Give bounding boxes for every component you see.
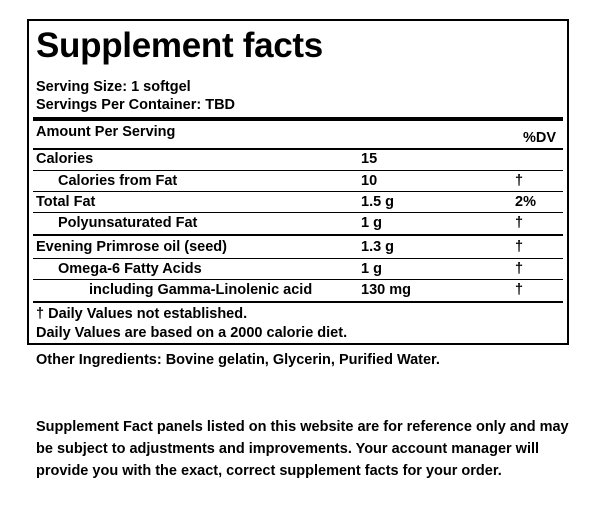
nutrient-amount: 15 bbox=[361, 151, 378, 167]
row-divider bbox=[33, 170, 563, 171]
section-divider bbox=[33, 234, 563, 236]
nutrient-row: including Gamma-Linolenic acid 130 mg † bbox=[33, 280, 563, 300]
footnote-daily-values: Daily Values are based on a 2000 calorie… bbox=[36, 325, 348, 341]
nutrient-amount: 1.3 g bbox=[361, 239, 395, 255]
amount-header: Amount Per Serving bbox=[36, 124, 176, 140]
nutrient-dv: † bbox=[515, 215, 524, 231]
dv-header: %DV bbox=[522, 130, 556, 146]
row-divider bbox=[33, 279, 563, 280]
nutrient-amount: 130 mg bbox=[361, 282, 411, 298]
nutrient-amount: 1 g bbox=[361, 215, 382, 231]
nutrient-row: Omega-6 Fatty Acids 1 g † bbox=[33, 259, 563, 279]
nutrient-name: Total Fat bbox=[36, 194, 96, 210]
nutrient-dv: † bbox=[515, 173, 524, 189]
footnote-dagger: † Daily Values not established. bbox=[36, 306, 248, 322]
nutrient-dv: † bbox=[515, 239, 524, 255]
dv-header-row: %DV bbox=[33, 124, 563, 146]
nutrient-row: Total Fat 1.5 g 2% bbox=[33, 192, 563, 212]
nutrient-name: Calories bbox=[36, 151, 94, 167]
row-divider bbox=[33, 212, 563, 213]
nutrient-dv: † bbox=[515, 261, 524, 277]
disclaimer-text: Supplement Fact panels listed on this we… bbox=[36, 419, 569, 479]
nutrient-row: Evening Primrose oil (seed) 1.3 g † bbox=[33, 237, 563, 257]
nutrient-name: Polyunsaturated Fat bbox=[58, 215, 198, 231]
nutrient-name: Omega-6 Fatty Acids bbox=[58, 261, 202, 277]
nutrient-amount: 1 g bbox=[361, 261, 382, 277]
serving-size: Serving Size: 1 softgel bbox=[36, 79, 191, 95]
nutrient-amount: 1.5 g bbox=[361, 194, 395, 210]
nutrient-name: Calories from Fat bbox=[58, 173, 178, 189]
amount-header-row: Amount Per Serving bbox=[33, 122, 563, 142]
nutrient-amount: 10 bbox=[361, 173, 378, 189]
row-divider bbox=[33, 258, 563, 259]
nutrient-dv: 2% bbox=[515, 194, 536, 210]
nutrient-row: Polyunsaturated Fat 1 g † bbox=[33, 213, 563, 233]
nutrient-row: Calories 15 bbox=[33, 149, 563, 169]
nutrient-name: Evening Primrose oil (seed) bbox=[36, 239, 227, 255]
panel-title: Supplement facts bbox=[36, 26, 323, 65]
nutrient-name: including Gamma-Linolenic acid bbox=[89, 282, 313, 298]
nutrient-dv: † bbox=[515, 282, 524, 298]
servings-per-container: Servings Per Container: TBD bbox=[36, 97, 236, 113]
other-ingredients: Other Ingredients: Bovine gelatin, Glyce… bbox=[36, 352, 440, 368]
supplement-facts-panel: Supplement facts Serving Size: 1 softgel… bbox=[27, 19, 569, 345]
divider bbox=[33, 148, 563, 150]
divider-thick bbox=[33, 117, 563, 121]
footnote-divider bbox=[33, 301, 563, 303]
nutrient-row: Calories from Fat 10 † bbox=[33, 171, 563, 191]
row-divider bbox=[33, 191, 563, 192]
